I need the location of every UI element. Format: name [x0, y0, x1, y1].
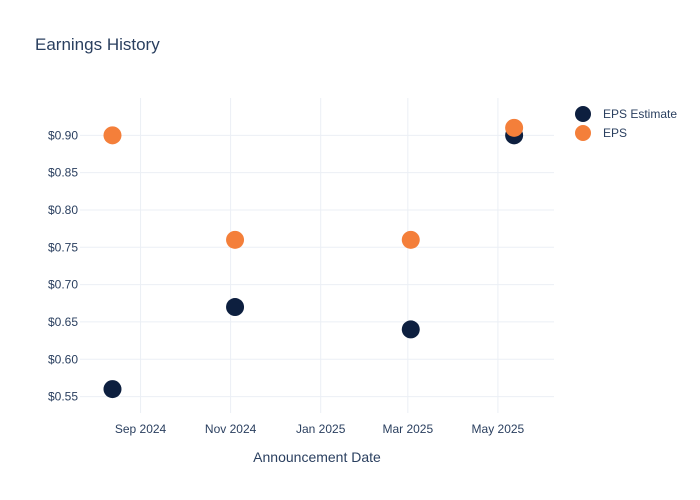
y-axis-ticks: $0.55 $0.60 $0.65 $0.70 $0.75 $0.80 $0.85 $0.90: [48, 128, 78, 403]
y-tick-label: $0.80: [48, 203, 78, 217]
legend-marker: [575, 106, 591, 122]
x-tick-label: Sep 2024: [115, 422, 167, 436]
y-tick-label: $0.85: [48, 166, 78, 180]
legend[interactable]: EPS Estimate EPS: [575, 106, 677, 141]
legend-item-eps[interactable]: EPS: [575, 125, 627, 141]
x-tick-label: May 2025: [472, 422, 525, 436]
series-eps-estimate: [103, 126, 524, 399]
x-axis-label: Announcement Date: [253, 449, 381, 465]
y-tick-label: $0.65: [48, 315, 78, 329]
x-tick-label: Mar 2025: [382, 422, 433, 436]
eps-point[interactable]: [226, 230, 245, 249]
chart-title: Earnings History: [35, 35, 160, 54]
x-axis-ticks: Sep 2024 Nov 2024 Jan 2025 Mar 2025 May 2025: [115, 422, 525, 436]
eps-estimate-point[interactable]: [103, 380, 122, 399]
data-markers: [103, 118, 524, 399]
y-tick-label: $0.75: [48, 240, 78, 254]
y-tick-label: $0.90: [48, 128, 78, 142]
x-tick-label: Nov 2024: [205, 422, 257, 436]
legend-label: EPS Estimate: [603, 107, 677, 121]
eps-estimate-point[interactable]: [401, 320, 420, 339]
legend-item-eps-estimate[interactable]: EPS Estimate: [575, 106, 677, 122]
eps-point[interactable]: [505, 118, 524, 137]
eps-point[interactable]: [401, 230, 420, 249]
eps-point[interactable]: [103, 126, 122, 145]
legend-marker: [575, 125, 591, 141]
eps-estimate-point[interactable]: [226, 298, 245, 317]
y-tick-label: $0.60: [48, 352, 78, 366]
x-tick-label: Jan 2025: [296, 422, 346, 436]
legend-label: EPS: [603, 126, 627, 140]
grid-lines: [80, 98, 554, 413]
y-tick-label: $0.70: [48, 278, 78, 292]
series-eps: [103, 118, 524, 249]
y-tick-label: $0.55: [48, 390, 78, 404]
